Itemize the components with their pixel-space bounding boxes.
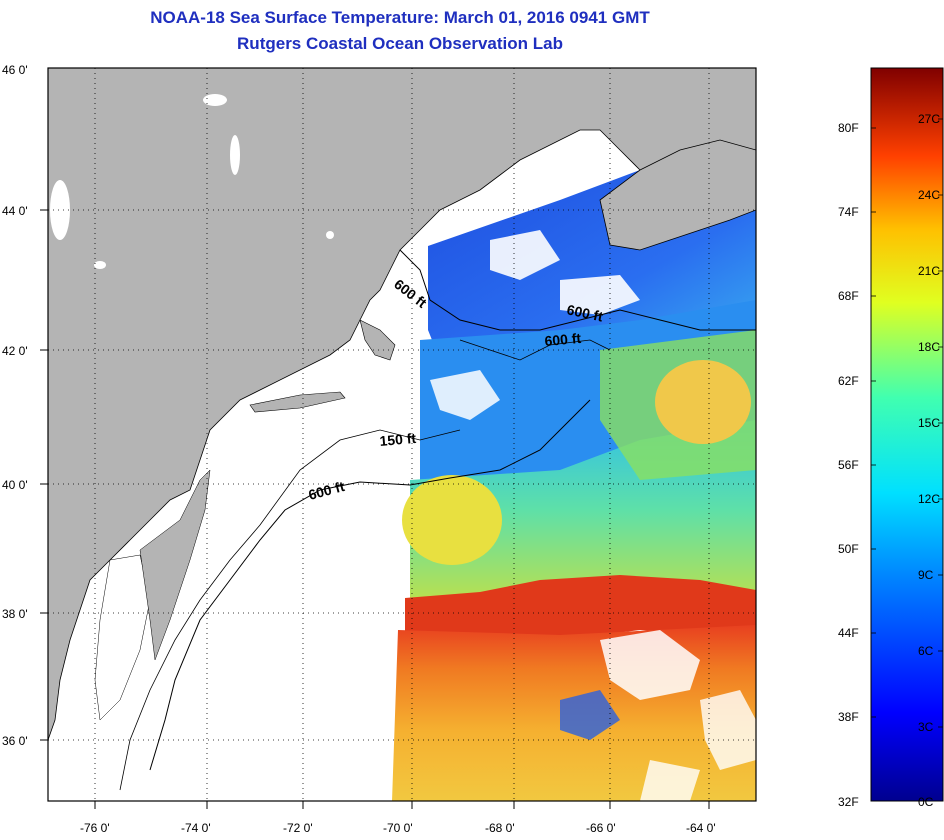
colorbar-f-label: 50F <box>838 542 859 556</box>
lat-label: 38 0' <box>2 607 28 621</box>
cloud-patch <box>430 370 500 420</box>
land-nova-scotia <box>599 139 756 251</box>
lake <box>230 135 240 175</box>
cloud-patch <box>640 760 700 801</box>
colorbar-c-label: 9C <box>918 568 934 582</box>
lon-label: -74 0' <box>181 821 211 835</box>
colorbar-c-label: 21C <box>918 264 940 278</box>
cool-patch <box>560 690 620 740</box>
contour-600ft-georges <box>459 339 611 361</box>
lon-label: -66 0' <box>586 821 616 835</box>
map-subtitle: Rutgers Coastal Ocean Observation Lab <box>237 34 563 53</box>
lake <box>326 231 334 239</box>
cloud-patch <box>600 630 700 700</box>
colorbar-c-label: 27C <box>918 112 940 126</box>
warm-eddy-west <box>402 475 502 565</box>
lon-label: -76 0' <box>80 821 110 835</box>
map-frame <box>47 67 757 802</box>
lake <box>203 94 227 106</box>
lon-label: -72 0' <box>283 821 313 835</box>
colorbar <box>870 67 944 802</box>
contour-150ft <box>119 429 461 791</box>
lat-label: 44 0' <box>2 204 28 218</box>
land-delmarva <box>139 469 211 661</box>
lake-champlain-area <box>50 180 70 240</box>
map-title: NOAA-18 Sea Surface Temperature: March 0… <box>150 8 650 27</box>
contour-label: 600 ft <box>544 330 582 349</box>
colorbar-f-label: 80F <box>838 121 859 135</box>
lat-label: 42 0' <box>2 344 28 358</box>
lat-label: 36 0' <box>2 734 28 748</box>
colorbar-f-label: 68F <box>838 289 859 303</box>
colorbar-f-label: 62F <box>838 374 859 388</box>
contour-600ft-gulf <box>399 249 756 331</box>
lat-label: 40 0' <box>2 478 28 492</box>
colorbar-c-label: 0C <box>918 795 934 809</box>
lon-label: -68 0' <box>485 821 515 835</box>
lake <box>94 261 106 269</box>
colorbar-c-label: 15C <box>918 416 940 430</box>
colorbar-f-label: 32F <box>838 795 859 809</box>
colorbar-c-label: 3C <box>918 720 934 734</box>
cloud-patch <box>700 690 756 770</box>
colorbar-ticks <box>871 118 943 728</box>
lon-label: -70 0' <box>383 821 413 835</box>
land-cape-cod <box>359 319 396 361</box>
colorbar-f-label: 56F <box>838 458 859 472</box>
colorbar-f-label: 74F <box>838 205 859 219</box>
colorbar-f-label: 44F <box>838 626 859 640</box>
cloud-patch <box>490 230 560 280</box>
frame-ticks <box>40 209 710 809</box>
land-long-island <box>249 391 346 413</box>
contour-label: 600 ft <box>565 301 604 324</box>
contour-label: 150 ft <box>379 430 417 449</box>
graticule <box>48 68 756 801</box>
lat-label: 46 0' <box>2 63 28 77</box>
colorbar-c-label: 24C <box>918 188 940 202</box>
colorbar-c-label: 6C <box>918 644 934 658</box>
lon-label: -64 0' <box>686 821 716 835</box>
colorbar-f-label: 38F <box>838 710 859 724</box>
warm-eddy-east <box>655 360 751 444</box>
colorbar-c-label: 12C <box>918 492 940 506</box>
contour-600ft-shelf <box>149 399 591 771</box>
colorbar-c-label: 18C <box>918 340 940 354</box>
cloud-patch <box>560 275 640 315</box>
gulf-stream <box>405 575 756 640</box>
